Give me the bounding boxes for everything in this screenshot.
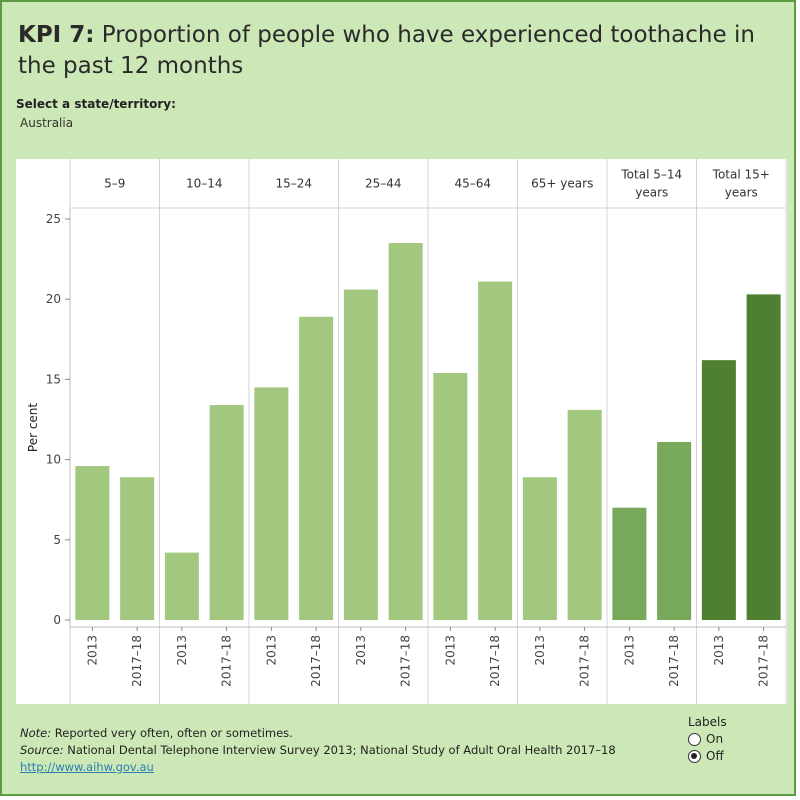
note-text: Reported very often, often or sometimes. [51,726,293,740]
labels-option-off-label: Off [706,749,724,763]
bar [164,552,199,620]
x-tick-label: 2013 [533,635,547,666]
bar [478,281,513,620]
y-tick-label: 20 [46,292,61,306]
x-tick-label: 2013 [443,635,457,666]
y-tick-label: 10 [46,453,61,467]
bar [75,466,110,620]
bar [254,387,289,620]
bar [567,409,602,620]
group-header-label: Total 5–14 [620,168,682,182]
x-tick-label: 2017–18 [667,635,681,687]
bar [433,372,468,620]
y-tick-label: 0 [53,613,61,627]
bar [612,507,647,620]
y-tick-label: 5 [53,533,61,547]
bar [746,294,781,620]
x-tick-label: 2017–18 [220,635,234,687]
note-label: Note: [20,726,52,740]
group-header-label: years [635,186,668,200]
title-text: Proportion of people who have experience… [18,22,755,79]
y-tick-label: 25 [46,212,61,226]
labels-toggle-title: Labels [688,715,727,729]
labels-option-off[interactable]: Off [688,749,727,763]
x-tick-label: 2017–18 [757,635,771,687]
group-header-label: 45–64 [454,177,491,191]
bar-chart: 0 5 10 15 20 25 Per cent 5–9 2013 2017–18 10–14 201… [26,159,787,704]
labels-option-on-label: On [706,732,724,746]
group-header-label: 25–44 [365,177,402,191]
group-header-label: 10–14 [186,177,223,191]
x-tick-label: 2017–18 [399,635,413,687]
x-tick-label: 2017–18 [578,635,592,687]
x-tick-label: 2017–18 [488,635,502,687]
footer: Note: Reported very often, often or some… [20,725,616,776]
y-axis-title: Per cent [26,403,40,453]
bar [701,360,736,620]
bar [299,316,334,620]
aihw-link[interactable]: http://www.aihw.gov.au [20,760,154,774]
x-tick-label: 2013 [264,635,278,666]
note-line: Note: Reported very often, often or some… [20,725,616,742]
x-tick-label: 2013 [622,635,636,666]
chart-title: KPI 7: Proportion of people who have exp… [18,20,788,82]
x-tick-label: 2013 [85,635,99,666]
source-line: Source: National Dental Telephone Interv… [20,742,616,759]
x-tick-label: 2017–18 [130,635,144,687]
x-tick-label: 2017–18 [309,635,323,687]
group-header-label: 65+ years [531,177,593,191]
group-header-label: years [725,186,758,200]
chart-area: 0 5 10 15 20 25 Per cent 5–9 2013 2017–18 10–14 201… [16,159,787,704]
x-tick-label: 2013 [354,635,368,666]
state-filter-value[interactable]: Australia [20,116,74,130]
source-label: Source: [20,743,64,757]
bar [388,243,423,620]
bar [522,477,557,620]
group-header-label: 5–9 [104,177,125,191]
radio-off-icon[interactable] [688,749,701,763]
state-filter-label: Select a state/territory: [16,97,176,111]
labels-toggle: Labels On Off [688,715,727,763]
x-tick-label: 2013 [712,635,726,666]
bar [343,289,378,620]
bar [657,441,692,620]
bar [120,477,155,620]
source-text: National Dental Telephone Interview Surv… [63,743,616,757]
radio-on-icon[interactable] [688,732,701,746]
labels-option-on[interactable]: On [688,732,727,746]
x-tick-label: 2013 [175,635,189,666]
group-header-label: 15–24 [275,177,312,191]
bar [209,405,244,620]
y-tick-label: 15 [46,372,61,386]
kpi-label: KPI 7: [18,22,95,48]
group-header-label: Total 15+ [712,168,770,182]
